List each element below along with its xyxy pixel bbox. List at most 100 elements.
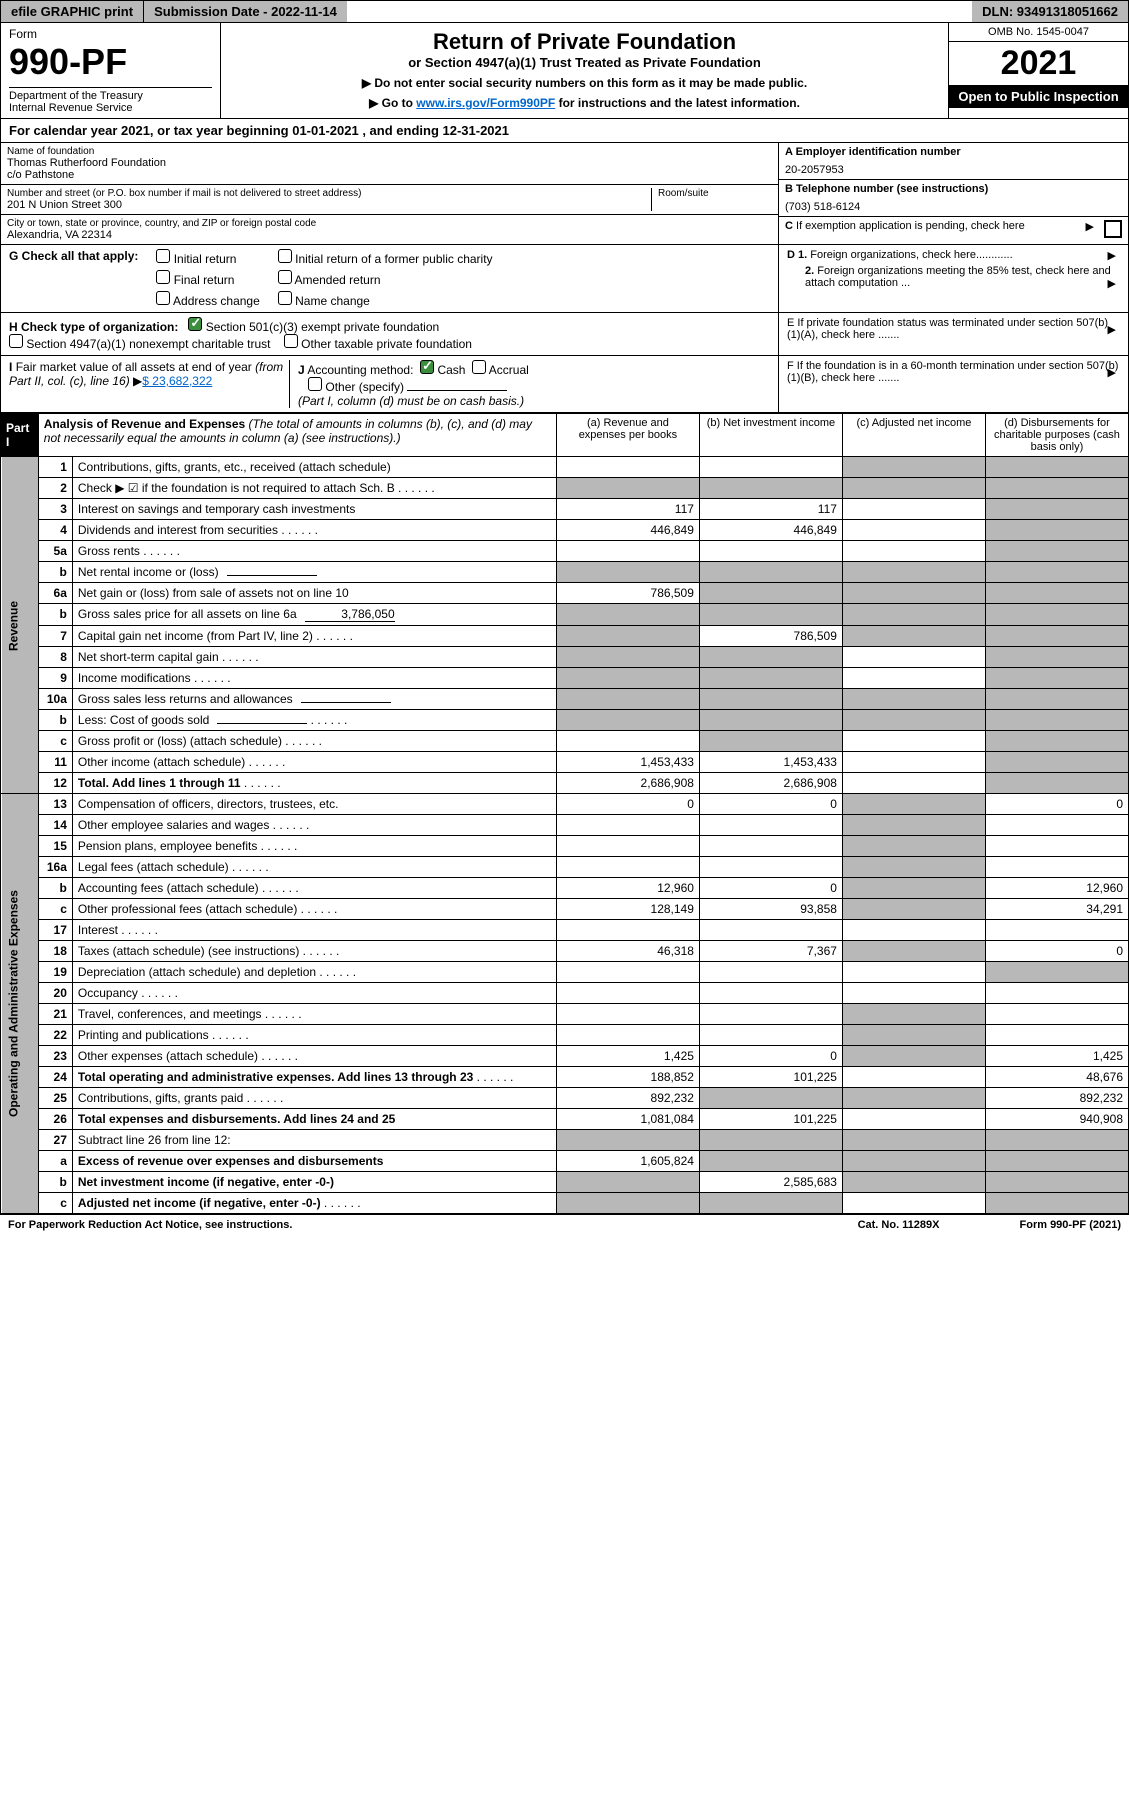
amount-cell <box>985 836 1128 857</box>
irs-link[interactable]: www.irs.gov/Form990PF <box>416 96 555 110</box>
amount-cell <box>842 731 985 752</box>
line-description: Other income (attach schedule) . . . . .… <box>72 752 556 773</box>
amount-cell <box>842 1151 985 1172</box>
amount-cell <box>985 857 1128 878</box>
foundation-info: Name of foundation Thomas Rutherfoord Fo… <box>0 143 1129 245</box>
g-final-checkbox[interactable] <box>156 270 170 284</box>
line-description: Contributions, gifts, grants paid . . . … <box>72 1088 556 1109</box>
line-description: Income modifications . . . . . . <box>72 668 556 689</box>
j-accrual-checkbox[interactable] <box>472 360 486 374</box>
amount-cell <box>556 920 699 941</box>
amount-cell <box>842 836 985 857</box>
amount-cell <box>556 710 699 731</box>
line-description: Travel, conferences, and meetings . . . … <box>72 1004 556 1025</box>
line-number: 26 <box>38 1109 72 1130</box>
amount-cell: 1,453,433 <box>556 752 699 773</box>
h-4947-checkbox[interactable] <box>9 334 23 348</box>
amount-cell: 2,585,683 <box>699 1172 842 1193</box>
amount-cell <box>985 1130 1128 1151</box>
line-number: 25 <box>38 1088 72 1109</box>
footer-mid: Cat. No. 11289X <box>858 1219 940 1231</box>
section-label: Operating and Administrative Expenses <box>1 794 39 1214</box>
table-row: bNet investment income (if negative, ent… <box>1 1172 1129 1193</box>
line-number: 18 <box>38 941 72 962</box>
amount-cell <box>556 604 699 626</box>
line-number: 22 <box>38 1025 72 1046</box>
amount-cell <box>556 647 699 668</box>
amount-cell <box>556 1130 699 1151</box>
c-checkbox[interactable] <box>1104 220 1122 238</box>
g-initial-former-checkbox[interactable] <box>278 249 292 263</box>
amount-cell <box>985 752 1128 773</box>
g-amended-checkbox[interactable] <box>278 270 292 284</box>
amount-cell <box>985 626 1128 647</box>
amount-cell <box>985 773 1128 794</box>
table-row: 22Printing and publications . . . . . . <box>1 1025 1129 1046</box>
fmv-value[interactable]: $ 23,682,322 <box>142 374 212 388</box>
line-number: 20 <box>38 983 72 1004</box>
amount-cell <box>699 836 842 857</box>
table-row: cAdjusted net income (if negative, enter… <box>1 1193 1129 1214</box>
table-row: 27Subtract line 26 from line 12: <box>1 1130 1129 1151</box>
amount-cell <box>556 562 699 583</box>
amount-cell <box>699 604 842 626</box>
line-number: 17 <box>38 920 72 941</box>
top-bar: efile GRAPHIC print Submission Date - 20… <box>0 0 1129 23</box>
amount-cell <box>556 1025 699 1046</box>
table-row: 20Occupancy . . . . . . <box>1 983 1129 1004</box>
amount-cell: 2,686,908 <box>556 773 699 794</box>
amount-cell <box>842 1067 985 1088</box>
line-description: Taxes (attach schedule) (see instruction… <box>72 941 556 962</box>
amount-cell <box>699 647 842 668</box>
amount-cell <box>842 520 985 541</box>
f-label: F If the foundation is in a 60-month ter… <box>787 360 1120 384</box>
g-name-checkbox[interactable] <box>278 291 292 305</box>
g-address-checkbox[interactable] <box>156 291 170 305</box>
amount-cell <box>985 478 1128 499</box>
line-number: 8 <box>38 647 72 668</box>
table-row: 25Contributions, gifts, grants paid . . … <box>1 1088 1129 1109</box>
col-a-header: (a) Revenue and expenses per books <box>556 414 699 457</box>
h-501c3-checkbox[interactable] <box>188 317 202 331</box>
col-b-header: (b) Net investment income <box>699 414 842 457</box>
form-subtitle: or Section 4947(a)(1) Trust Treated as P… <box>231 55 938 70</box>
line-description: Compensation of officers, directors, tru… <box>72 794 556 815</box>
table-row: Operating and Administrative Expenses13C… <box>1 794 1129 815</box>
g-initial-checkbox[interactable] <box>156 249 170 263</box>
amount-cell <box>985 668 1128 689</box>
table-row: 2Check ▶ ☑ if the foundation is not requ… <box>1 478 1129 499</box>
j-cash-checkbox[interactable] <box>420 360 434 374</box>
amount-cell <box>985 1004 1128 1025</box>
amount-cell <box>842 1172 985 1193</box>
table-row: aExcess of revenue over expenses and dis… <box>1 1151 1129 1172</box>
amount-cell: 188,852 <box>556 1067 699 1088</box>
h-other-checkbox[interactable] <box>284 334 298 348</box>
amount-cell <box>842 626 985 647</box>
amount-cell <box>842 668 985 689</box>
amount-cell <box>842 604 985 626</box>
amount-cell: 446,849 <box>699 520 842 541</box>
amount-cell <box>842 920 985 941</box>
amount-cell <box>699 1088 842 1109</box>
e-label: E If private foundation status was termi… <box>787 317 1120 341</box>
footer: For Paperwork Reduction Act Notice, see … <box>0 1214 1129 1235</box>
addr-label: Number and street (or P.O. box number if… <box>7 188 651 199</box>
part1-tab: Part I <box>1 414 39 457</box>
amount-cell <box>842 1193 985 1214</box>
amount-cell <box>699 710 842 731</box>
line-description: Accounting fees (attach schedule) . . . … <box>72 878 556 899</box>
amount-cell: 34,291 <box>985 899 1128 920</box>
amount-cell <box>985 920 1128 941</box>
amount-cell <box>842 752 985 773</box>
j-other-checkbox[interactable] <box>308 377 322 391</box>
table-row: 9Income modifications . . . . . . <box>1 668 1129 689</box>
amount-cell: 101,225 <box>699 1109 842 1130</box>
amount-cell <box>699 562 842 583</box>
c-label: C If exemption application is pending, c… <box>785 220 1025 232</box>
efile-print-button[interactable]: efile GRAPHIC print <box>1 1 144 22</box>
table-row: 19Depreciation (attach schedule) and dep… <box>1 962 1129 983</box>
amount-cell <box>985 541 1128 562</box>
amount-cell <box>842 710 985 731</box>
amount-cell <box>556 668 699 689</box>
amount-cell: 0 <box>699 878 842 899</box>
